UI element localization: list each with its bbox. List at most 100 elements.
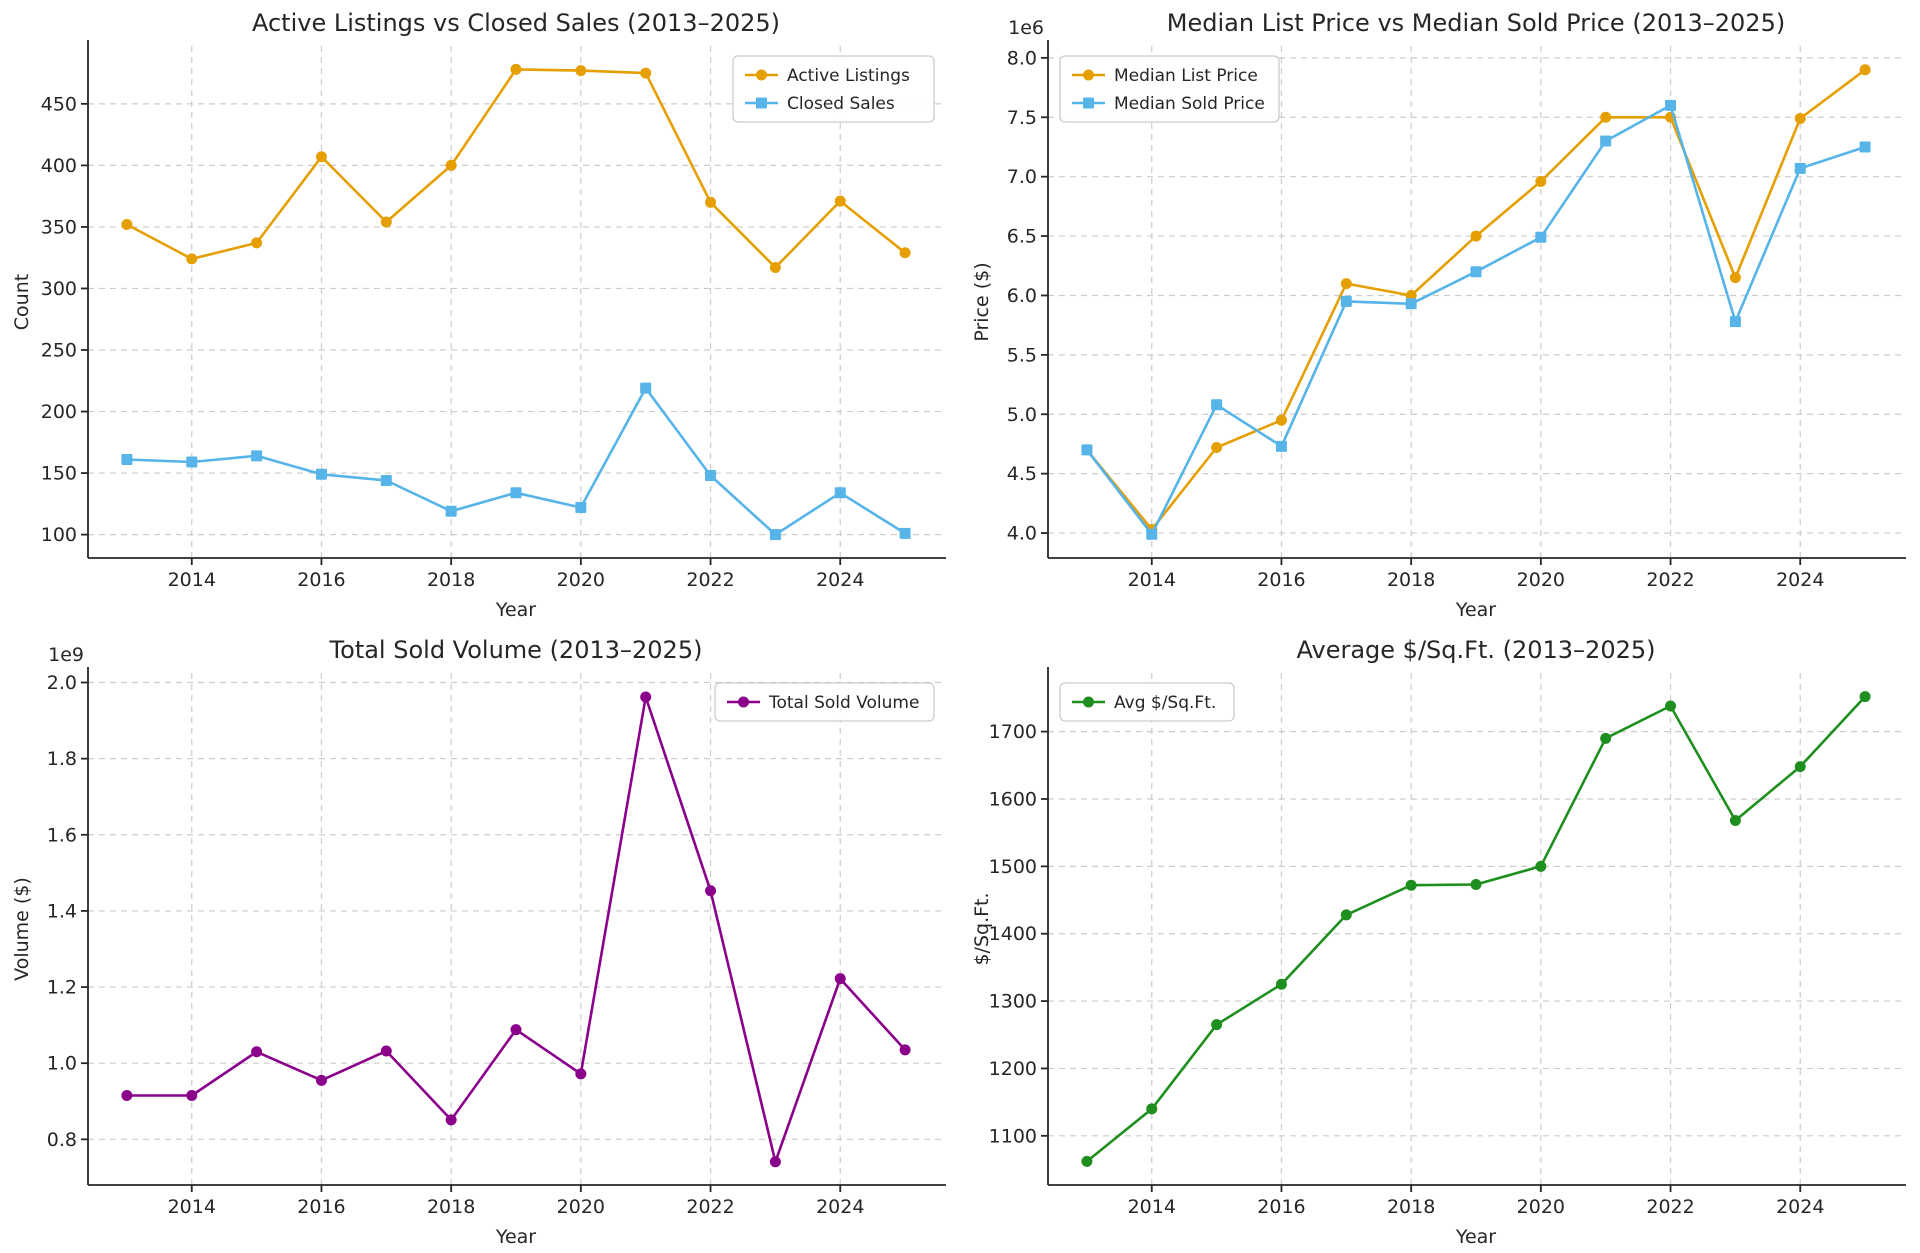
axes-spines xyxy=(1041,667,1906,1192)
y-axis-label: Volume ($) xyxy=(11,877,33,981)
data-point-marker xyxy=(251,450,263,462)
x-axis-label: Year xyxy=(1455,1226,1496,1248)
legend: Active Listings Closed Sales xyxy=(732,55,935,123)
series-line xyxy=(125,695,907,1164)
data-point-marker xyxy=(315,468,327,480)
data-point-marker xyxy=(121,218,133,230)
svg-text:2018: 2018 xyxy=(1387,569,1435,591)
y-axis-label: Count xyxy=(11,274,33,330)
series-line xyxy=(1085,695,1867,1163)
plot-svg: 100 150 200 250 300 350 400 450 2014 2016 2018 2020… xyxy=(11,9,946,621)
chart-total-sold-volume: 0.8 1.0 1.2 1.4 1.6 1.8 2.0 2014 2016 2018 2020 202… xyxy=(0,627,960,1253)
data-point-marker xyxy=(1081,1155,1093,1167)
series-markers xyxy=(1081,99,1871,540)
tick-labels: 4.0 4.5 5.0 5.5 6.0 6.5 7.0 7.5 8.0 2014 2016 2018 2… xyxy=(1007,47,1825,591)
svg-text:2014: 2014 xyxy=(1128,1196,1176,1218)
data-point-marker xyxy=(705,196,717,208)
svg-text:2024: 2024 xyxy=(1776,569,1824,591)
svg-text:2022: 2022 xyxy=(1646,569,1694,591)
legend-box xyxy=(1059,55,1280,123)
svg-text:2020: 2020 xyxy=(1517,569,1565,591)
grid-lines xyxy=(88,46,944,558)
chart-title: Average $/Sq.Ft. (2013–2025) xyxy=(1297,636,1656,664)
data-point-marker xyxy=(575,502,587,514)
series-markers xyxy=(121,382,911,541)
svg-text:2014: 2014 xyxy=(168,1196,216,1218)
svg-text:1300: 1300 xyxy=(989,991,1037,1013)
data-point-marker xyxy=(1340,295,1352,307)
svg-text:1.8: 1.8 xyxy=(47,748,77,770)
legend-box xyxy=(714,682,935,722)
svg-text:2020: 2020 xyxy=(557,569,605,591)
data-point-marker xyxy=(186,456,198,468)
svg-text:5.5: 5.5 xyxy=(1007,344,1037,366)
svg-text:4.0: 4.0 xyxy=(1007,523,1037,545)
data-point-marker xyxy=(1729,815,1741,827)
series-line xyxy=(125,386,907,536)
data-point-marker xyxy=(899,1044,911,1056)
data-point-marker xyxy=(640,691,652,703)
data-point-marker xyxy=(315,1074,327,1086)
svg-text:100: 100 xyxy=(41,524,77,546)
chart-average-price-per-sqft: 1100 1200 1300 1400 1500 1600 1700 2014 2016 2018… xyxy=(960,627,1920,1253)
svg-text:6.5: 6.5 xyxy=(1007,226,1037,248)
grid-lines xyxy=(1048,673,1904,1185)
data-point-marker xyxy=(1729,316,1741,328)
data-point-marker xyxy=(1794,162,1806,174)
svg-text:2018: 2018 xyxy=(427,569,475,591)
series-markers xyxy=(121,63,911,274)
chart-active-listings-vs-closed-sales: 100 150 200 250 300 350 400 450 2014 2016 2018 2020… xyxy=(0,0,960,626)
legend-sample-marker xyxy=(756,69,767,81)
data-point-marker xyxy=(445,159,457,171)
svg-text:1400: 1400 xyxy=(989,923,1037,945)
svg-text:1.6: 1.6 xyxy=(47,824,77,846)
data-point-marker xyxy=(705,470,717,482)
tick-labels: 0.8 1.0 1.2 1.4 1.6 1.8 2.0 2014 2016 2018 2020 202… xyxy=(47,672,865,1218)
svg-text:2024: 2024 xyxy=(1776,1196,1824,1218)
axes-spines xyxy=(1041,40,1906,565)
data-point-marker xyxy=(1275,978,1287,990)
data-point-marker xyxy=(1405,298,1417,310)
data-point-marker xyxy=(445,1114,457,1126)
svg-text:2014: 2014 xyxy=(1128,569,1176,591)
svg-text:250: 250 xyxy=(41,340,77,362)
data-point-marker xyxy=(1600,111,1612,123)
legend: Avg $/Sq.Ft. xyxy=(1059,682,1235,722)
svg-text:1500: 1500 xyxy=(989,856,1037,878)
series-line xyxy=(1085,104,1867,536)
data-point-marker xyxy=(1859,141,1871,153)
svg-text:1200: 1200 xyxy=(989,1058,1037,1080)
data-point-marker xyxy=(251,237,263,249)
legend-label: Closed Sales xyxy=(787,94,895,114)
svg-text:2016: 2016 xyxy=(1257,569,1305,591)
data-point-marker xyxy=(1470,230,1482,242)
svg-text:1.4: 1.4 xyxy=(47,900,77,922)
data-point-marker xyxy=(1470,266,1482,278)
svg-text:2020: 2020 xyxy=(1517,1196,1565,1218)
data-point-marker xyxy=(1535,231,1547,243)
data-point-marker xyxy=(380,1045,392,1057)
data-point-marker xyxy=(445,505,457,517)
chart-title: Active Listings vs Closed Sales (2013–20… xyxy=(252,9,780,37)
chart-median-list-vs-sold-price: 4.0 4.5 5.0 5.5 6.0 6.5 7.0 7.5 8.0 2014 2016 2018 2… xyxy=(960,0,1920,626)
data-point-marker xyxy=(769,262,781,274)
data-point-marker xyxy=(1470,879,1482,891)
chart-title: Median List Price vs Median Sold Price (… xyxy=(1167,9,1785,37)
svg-text:2016: 2016 xyxy=(1257,1196,1305,1218)
svg-text:2016: 2016 xyxy=(297,569,345,591)
legend-box xyxy=(1059,682,1235,722)
data-point-marker xyxy=(1211,442,1223,454)
svg-text:2018: 2018 xyxy=(427,1196,475,1218)
legend-sample-marker xyxy=(756,97,767,109)
plot-svg: 4.0 4.5 5.0 5.5 6.0 6.5 7.0 7.5 8.0 2014 2016 2018 2… xyxy=(971,9,1906,621)
data-point-marker xyxy=(899,527,911,539)
svg-text:2014: 2014 xyxy=(168,569,216,591)
tick-labels: 100 150 200 250 300 350 400 450 2014 2016 2018 2020… xyxy=(41,93,865,591)
data-point-marker xyxy=(1146,1103,1158,1115)
svg-text:8.0: 8.0 xyxy=(1007,47,1037,69)
data-point-marker xyxy=(1794,112,1806,124)
data-point-marker xyxy=(380,216,392,228)
grid-lines xyxy=(1048,46,1904,558)
svg-text:4.5: 4.5 xyxy=(1007,463,1037,485)
